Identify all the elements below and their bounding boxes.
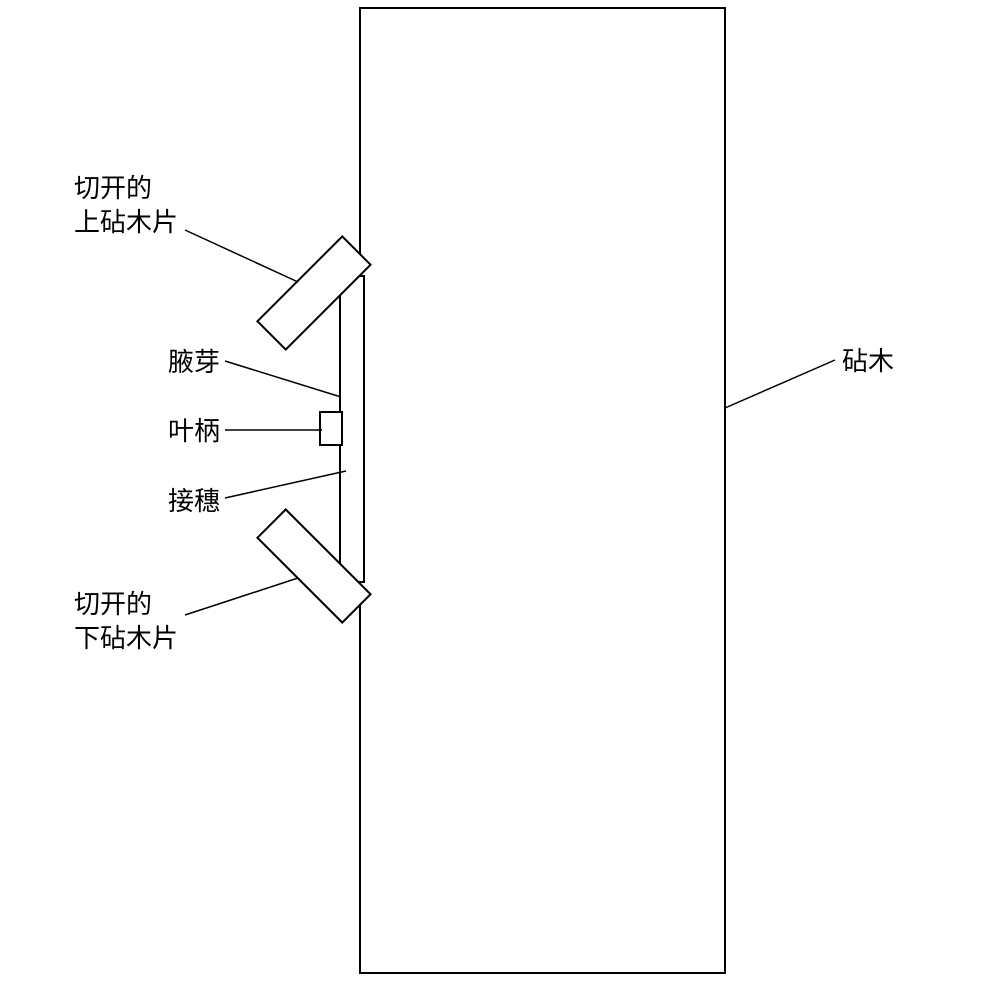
label-axillary-bud: 腋芽 — [168, 346, 220, 380]
leader-scion — [225, 471, 346, 498]
label-scion: 接穗 — [168, 485, 220, 519]
label-lower-chip: 切开的 下砧木片 — [74, 588, 178, 656]
leader-axillary-bud — [225, 361, 341, 397]
leader-upper-chip — [185, 230, 298, 282]
scion-rect — [340, 276, 364, 582]
grafting-diagram: 切开的 上砧木片 腋芽 叶柄 接穗 切开的 下砧木片 砧木 — [0, 0, 1000, 984]
petiole-rect — [320, 412, 342, 445]
leader-rootstock — [725, 360, 835, 408]
leader-lower-chip — [185, 578, 298, 615]
rootstock-rect — [360, 8, 725, 973]
diagram-svg — [0, 0, 1000, 984]
label-rootstock: 砧木 — [842, 345, 894, 379]
label-upper-chip: 切开的 上砧木片 — [74, 172, 178, 240]
label-petiole: 叶柄 — [168, 415, 220, 449]
